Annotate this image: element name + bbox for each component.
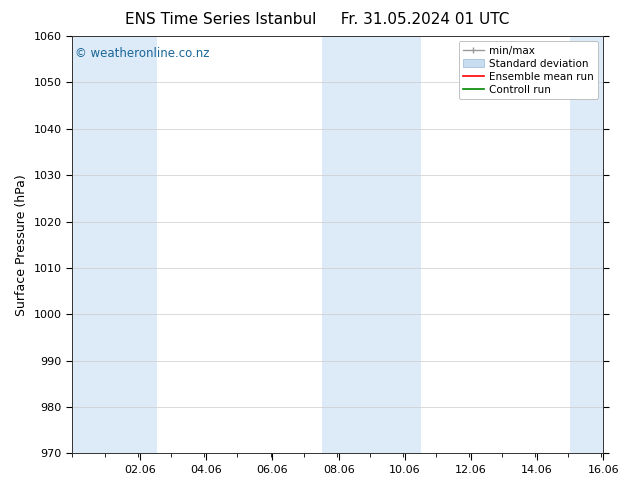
Bar [322,36,422,453]
Y-axis label: Surface Pressure (hPa): Surface Pressure (hPa) [15,174,28,316]
Legend: min/max, Standard deviation, Ensemble mean run, Controll run: min/max, Standard deviation, Ensemble me… [459,41,598,99]
Text: © weatheronline.co.nz: © weatheronline.co.nz [75,47,209,60]
Text: ENS Time Series Istanbul     Fr. 31.05.2024 01 UTC: ENS Time Series Istanbul Fr. 31.05.2024 … [125,12,509,27]
Bar [72,36,157,453]
Bar [570,36,603,453]
